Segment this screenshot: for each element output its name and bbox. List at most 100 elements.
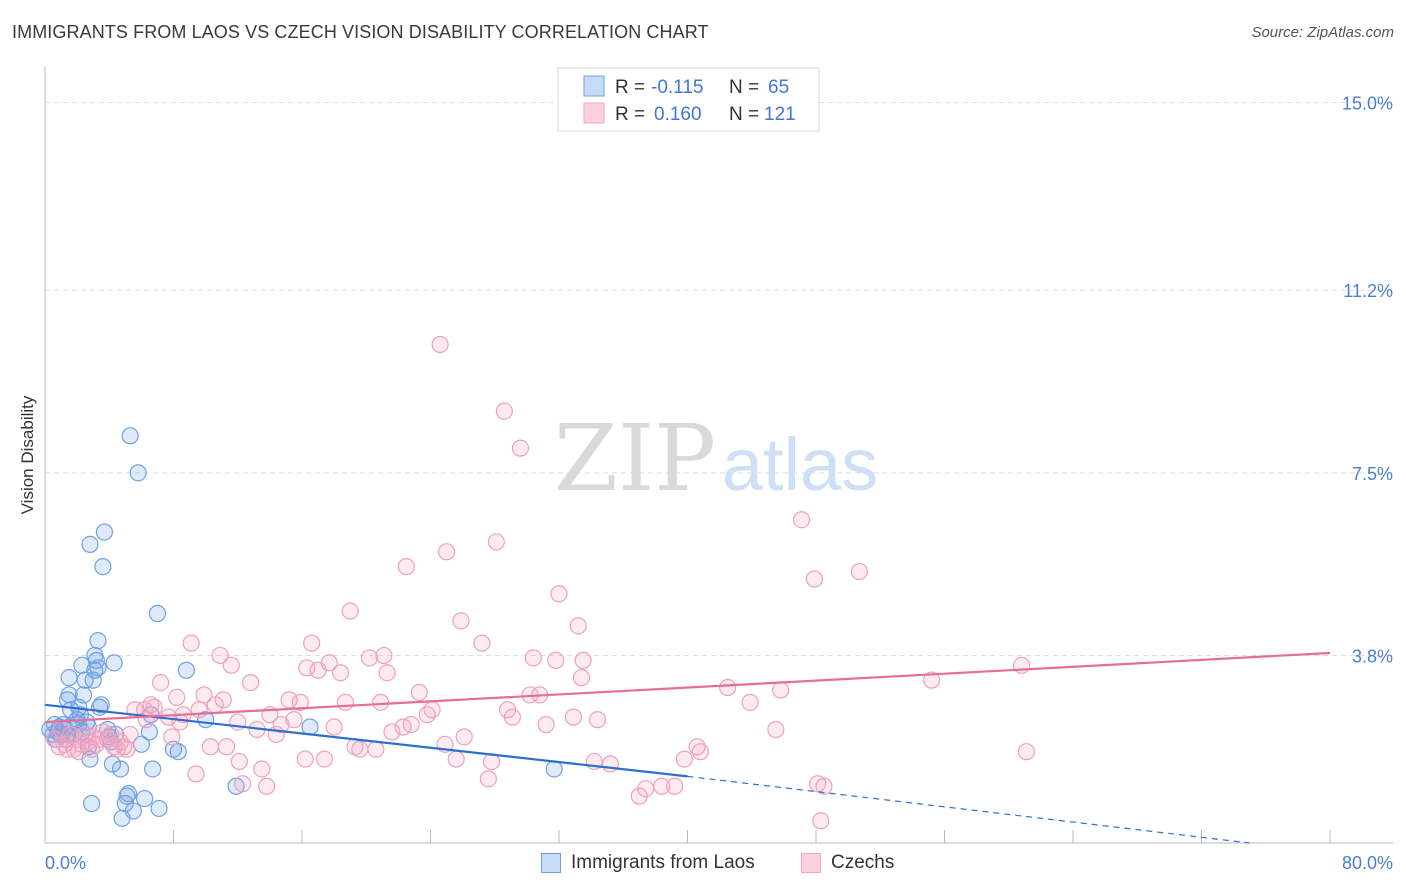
watermark: ZIP atlas [554, 405, 878, 512]
legend-n-label-pink: N = [729, 104, 759, 125]
laos-point-52 [129, 464, 147, 482]
czechs-point-125 [812, 812, 830, 830]
x-tick-labels: 0.0% 80.0% [45, 853, 1393, 873]
grid-lines [45, 102, 1393, 656]
legend-swatch-laos [541, 853, 561, 873]
czechs-point-109 [601, 755, 620, 773]
czechs-point-129 [1017, 743, 1036, 761]
legend-n-value-blue: 65 [768, 77, 789, 98]
czechs-point-73 [372, 693, 390, 711]
laos-point-27 [81, 535, 99, 554]
czechs-point-71 [360, 649, 379, 667]
czechs-point-87 [452, 612, 470, 630]
czechs-point-48 [233, 775, 252, 793]
czechs-point-75 [378, 664, 396, 682]
laos-point-36 [92, 696, 110, 714]
czechs-point-36 [182, 634, 200, 652]
czechs-point-80 [410, 683, 428, 702]
czechs-point-68 [341, 602, 359, 620]
czechs-point-85 [437, 543, 456, 561]
legend-label-laos: Immigrants from Laos [571, 852, 755, 873]
czechs-point-37 [187, 765, 205, 783]
czechs-point-101 [547, 651, 565, 669]
czechs-point-126 [850, 562, 868, 581]
czechs-point-40 [201, 738, 220, 756]
y-tick-label-2: 11.2% [1343, 281, 1393, 301]
czechs-point-117 [719, 678, 737, 697]
laos-point-37 [94, 558, 112, 576]
czechs-point-32 [163, 728, 181, 746]
czechs-point-52 [258, 777, 276, 795]
laos-point-23 [74, 686, 93, 704]
laos-point-58 [148, 604, 167, 623]
laos-point-62 [177, 661, 195, 679]
czechs-point-57 [285, 711, 303, 729]
legend-r-value-pink: 0.160 [654, 104, 702, 125]
laos-point-14 [60, 686, 78, 704]
czechs-point-105 [572, 669, 591, 687]
legend-swatch-blue [583, 75, 605, 97]
laos-point-57 [144, 760, 162, 778]
czechs-point-81 [418, 706, 436, 724]
czechs-point-111 [637, 780, 655, 798]
czechs-point-95 [503, 708, 522, 726]
czechs-point-112 [653, 777, 671, 795]
czechs-point-47 [230, 752, 248, 771]
legend-series: Immigrants from Laos Czechs [0, 852, 1406, 878]
chart-title: IMMIGRANTS FROM LAOS VS CZECH VISION DIS… [12, 22, 709, 42]
legend-n-label-blue: N = [729, 77, 759, 98]
czechs-point-64 [320, 654, 338, 672]
trend-lines [44, 651, 1331, 844]
czechs-point-38 [190, 701, 208, 719]
czechs-point-106 [574, 651, 592, 669]
legend-label-czechs: Czechs [831, 852, 895, 873]
czechs-point-102 [550, 585, 568, 603]
czechs-point-24 [121, 725, 139, 744]
czechs-point-76 [383, 723, 401, 741]
laos-point-45 [111, 760, 130, 778]
legend-r-value-blue: -0.115 [651, 77, 703, 98]
laos-point-15 [60, 669, 78, 687]
y-tick-label-0: 3.8% [1352, 646, 1393, 666]
czechs-point-120 [772, 681, 790, 699]
series-immigrants-from-laos [41, 427, 563, 827]
czechs-point-98 [524, 649, 542, 667]
legend-item-laos: Immigrants from Laos [541, 852, 755, 874]
laos-point-67 [82, 794, 101, 813]
czechs-point-92 [487, 533, 505, 551]
czechs-point-88 [455, 728, 473, 746]
czechs-point-100 [537, 715, 555, 734]
y-tick-labels: 3.8% 7.5% 11.2% 15.0% [1342, 94, 1393, 667]
czechs-point-60 [298, 659, 316, 677]
czechs-point-63 [315, 750, 334, 768]
czechs-point-58 [291, 693, 309, 711]
czechs-point-61 [303, 634, 321, 652]
x-tick-label-max: 80.0% [1342, 853, 1393, 873]
series-czechs [46, 335, 1036, 830]
czechs-point-86 [447, 750, 465, 768]
czechs-point-93 [495, 402, 513, 420]
czechs-point-127 [923, 671, 941, 689]
czechs-point-39 [195, 686, 213, 704]
czechs-point-103 [564, 708, 583, 726]
legend-swatch-czechs [801, 853, 821, 873]
y-tick-label-3: 15.0% [1342, 94, 1393, 114]
czechs-point-51 [253, 760, 271, 778]
czechs-point-59 [296, 750, 314, 768]
czechs-point-43 [214, 691, 232, 709]
legend-r-label-pink: R = [615, 104, 645, 125]
laos-point-54 [135, 789, 154, 808]
watermark-zip: ZIP [554, 405, 716, 512]
czechs-point-49 [242, 673, 260, 692]
czechs-point-65 [325, 718, 343, 736]
czechs-point-33 [168, 688, 186, 707]
czechs-point-83 [431, 335, 449, 354]
trend-line-czechs [44, 651, 1331, 724]
czechs-point-55 [272, 715, 290, 734]
czechs-point-29 [145, 698, 163, 716]
czechs-point-82 [423, 701, 441, 719]
czechs-point-78 [397, 558, 416, 576]
czechs-point-70 [351, 740, 369, 758]
czechs-point-3 [55, 735, 73, 753]
czechs-point-72 [367, 740, 385, 758]
